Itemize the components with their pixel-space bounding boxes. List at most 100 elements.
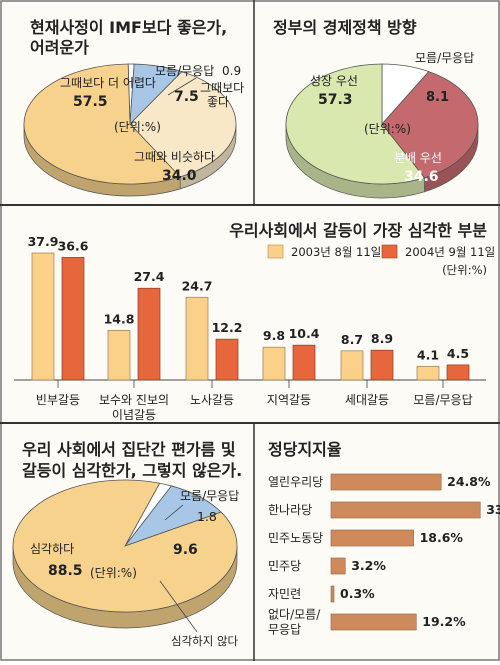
bar-value-2-0: 24.7 — [182, 278, 213, 293]
bar-category-1-1: 이념갈등 — [112, 408, 156, 422]
hbar-category-0-0: 열린우리당 — [268, 475, 323, 489]
bar-value-1-1: 27.4 — [134, 269, 165, 284]
bar-value-5-1: 4.5 — [447, 346, 469, 361]
pie3-group — [12, 479, 238, 633]
pie1-slice-3 — [23, 63, 181, 185]
hbar-value-4: 0.3% — [340, 586, 375, 601]
pie3-value-not-serious: 9.6 — [173, 542, 198, 558]
bar-value-3-0: 9.8 — [263, 328, 285, 343]
hbar-bar-2 — [330, 529, 414, 547]
bar-0-series-1 — [61, 257, 85, 381]
bar-3-series-0 — [262, 346, 286, 381]
legend-label-2003: 2003년 8월 11일 — [291, 245, 381, 259]
pie3-leader-not-serious — [159, 580, 198, 633]
pie1-value-harder: 57.5 — [73, 94, 108, 110]
hbar-value-1: 33.6% — [486, 502, 500, 517]
hbar-category-1-0: 한나라당 — [268, 503, 312, 517]
bar-2-series-0 — [185, 296, 209, 381]
pie1-label-nodata: 모름/무응답 — [155, 64, 214, 78]
pie2-group — [285, 63, 479, 199]
bar-category-4-0: 세대갈등 — [345, 393, 389, 407]
pie1-value-nodata: 0.9 — [222, 64, 241, 78]
pie2-value-growth: 57.3 — [318, 92, 353, 108]
pie1-value-similar: 34.0 — [162, 168, 197, 184]
bar-category-1-0: 보수와 진보의 — [99, 393, 169, 407]
bar-value-4-1: 8.9 — [371, 331, 393, 346]
pie2-value-nodata: 8.1 — [426, 90, 449, 105]
hbar-category-2-0: 민주노동당 — [268, 531, 323, 545]
bar-4-series-0 — [340, 350, 364, 381]
bar-value-2-1: 12.2 — [212, 320, 243, 335]
hbar-value-5: 19.2% — [422, 614, 466, 629]
pie2-label-growth: 성장 우선 — [310, 74, 358, 88]
hbar-bar-4 — [330, 585, 335, 603]
hbar-bar-1 — [330, 501, 481, 519]
pie3-leader-nodata — [164, 504, 184, 521]
pie1-slice-2 — [129, 71, 237, 178]
pie2-label-nodata: 모름/무응답 — [415, 51, 474, 65]
pie1-title-line2: 어려운가 — [30, 38, 89, 57]
bar-unit: (단위:%) — [442, 263, 487, 277]
hbar-category-5-0: 없다/모름/ — [268, 608, 321, 622]
hbar-value-0: 24.8% — [447, 474, 491, 489]
pie3-slice-2 — [12, 479, 238, 613]
hbar-value-2: 18.6% — [420, 530, 464, 545]
pie1-group — [23, 63, 237, 197]
hbar-value-3: 3.2% — [351, 558, 386, 573]
bar-value-3-1: 10.4 — [289, 326, 320, 341]
legend-label-2004: 2004년 9월 11일 — [405, 245, 495, 259]
pie1-label-similar: 그때와 비슷하다 — [134, 150, 215, 164]
pie3-title-line2: 갈등이 심각한가, 그렇지 않은가. — [22, 461, 242, 480]
pie1-label-better-2: 좋다 — [207, 95, 229, 109]
pie1-leader-nodata — [167, 77, 197, 96]
pie3-value-serious: 88.5 — [48, 563, 83, 579]
pie1-label-harder: 그때보다 더 어렵다 — [60, 76, 156, 90]
hbar-bar-5 — [330, 613, 417, 631]
hbar-bar-3 — [330, 557, 346, 575]
hbar-category-3-0: 민주당 — [268, 559, 301, 573]
hbar-bar-0 — [330, 473, 442, 491]
hbar-category-4-0: 자민련 — [268, 587, 301, 601]
pie1-value-better: 7.5 — [174, 89, 199, 105]
pie3-label-nodata: 모름/무응답 — [180, 489, 239, 503]
bar-2-series-1 — [215, 338, 239, 381]
pie1-unit: (단위:%) — [114, 120, 161, 134]
bar-4-series-1 — [370, 349, 394, 381]
pie1-title-line1: 현재사정이 IMF보다 좋은가, — [30, 18, 227, 37]
pie2-label-distribution: 분배 우선 — [394, 151, 442, 165]
legend-swatch-2004 — [381, 244, 398, 259]
bar-3-series-1 — [292, 344, 316, 381]
bar-5-series-0 — [416, 365, 440, 381]
bar-value-5-0: 4.1 — [417, 347, 439, 362]
pie3-value-nodata: 1.8 — [197, 509, 217, 524]
pie2-unit: (단위:%) — [364, 122, 411, 136]
pie1-label-better-1: 그때보다 — [200, 81, 244, 95]
bar-value-0-1: 36.6 — [58, 238, 89, 253]
bar-0-series-0 — [31, 252, 55, 381]
hbar-category-5-1: 무응답 — [268, 623, 301, 637]
pie2-value-distribution: 34.6 — [404, 169, 439, 185]
bar-1-series-1 — [137, 287, 161, 381]
bar-category-3-0: 지역갈등 — [267, 393, 311, 407]
bar-category-0-0: 빈부갈등 — [36, 393, 80, 407]
legend-swatch-2003 — [267, 244, 284, 259]
hbar-title: 정당지지율 — [268, 440, 342, 459]
pie2-title: 정부의 경제정책 방향 — [273, 18, 417, 37]
pie2-slice-1 — [381, 71, 479, 179]
bar-title: 우리사회에서 갈등이 가장 심각한 부분 — [229, 221, 487, 240]
bar-category-5-0: 모름/무응답 — [413, 393, 472, 407]
bar-value-0-0: 37.9 — [28, 234, 59, 249]
bar-5-series-1 — [446, 364, 470, 381]
pie3-unit: (단위:%) — [90, 566, 137, 580]
bar-value-4-0: 8.7 — [341, 332, 363, 347]
bar-1-series-0 — [107, 330, 131, 381]
bar-value-1-0: 14.8 — [104, 311, 135, 326]
pie3-label-serious: 심각하다 — [30, 542, 74, 556]
pie3-label-not-serious: 심각하지 않다 — [171, 634, 239, 648]
pie2-slice-2 — [285, 63, 426, 185]
hbars-group: 열린우리당 24.8% 한나라당 33.6% 민주노동당 18.6% 민주당 3.2% 자민련 0… — [268, 473, 500, 637]
bar-category-2-0: 노사갈등 — [190, 393, 234, 407]
